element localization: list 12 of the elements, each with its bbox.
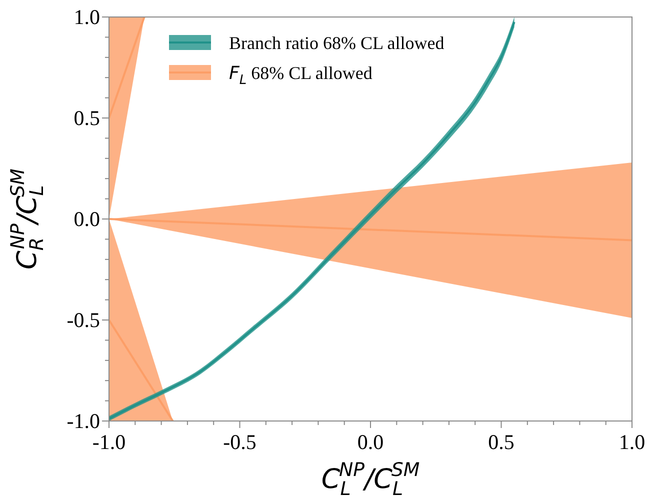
legend-label: Branch ratio 68% CL allowed [229,33,444,53]
x-tick-label: 1.0 [618,430,646,454]
x-tick-label: -0.5 [223,430,256,454]
x-tick-label: -1.0 [92,430,126,454]
y-tick-label: 0.5 [74,106,100,130]
x-tick-label: 0.0 [357,430,384,454]
y-tick-label: 1.0 [74,5,100,29]
x-tick-label: 0.5 [488,430,514,454]
y-tick-label: 0.0 [74,207,100,231]
y-tick-label: -0.5 [66,308,100,332]
legend-label: F$_{L}$ 68% CL allowed [229,63,372,88]
y-tick-label: -1.0 [66,409,100,433]
